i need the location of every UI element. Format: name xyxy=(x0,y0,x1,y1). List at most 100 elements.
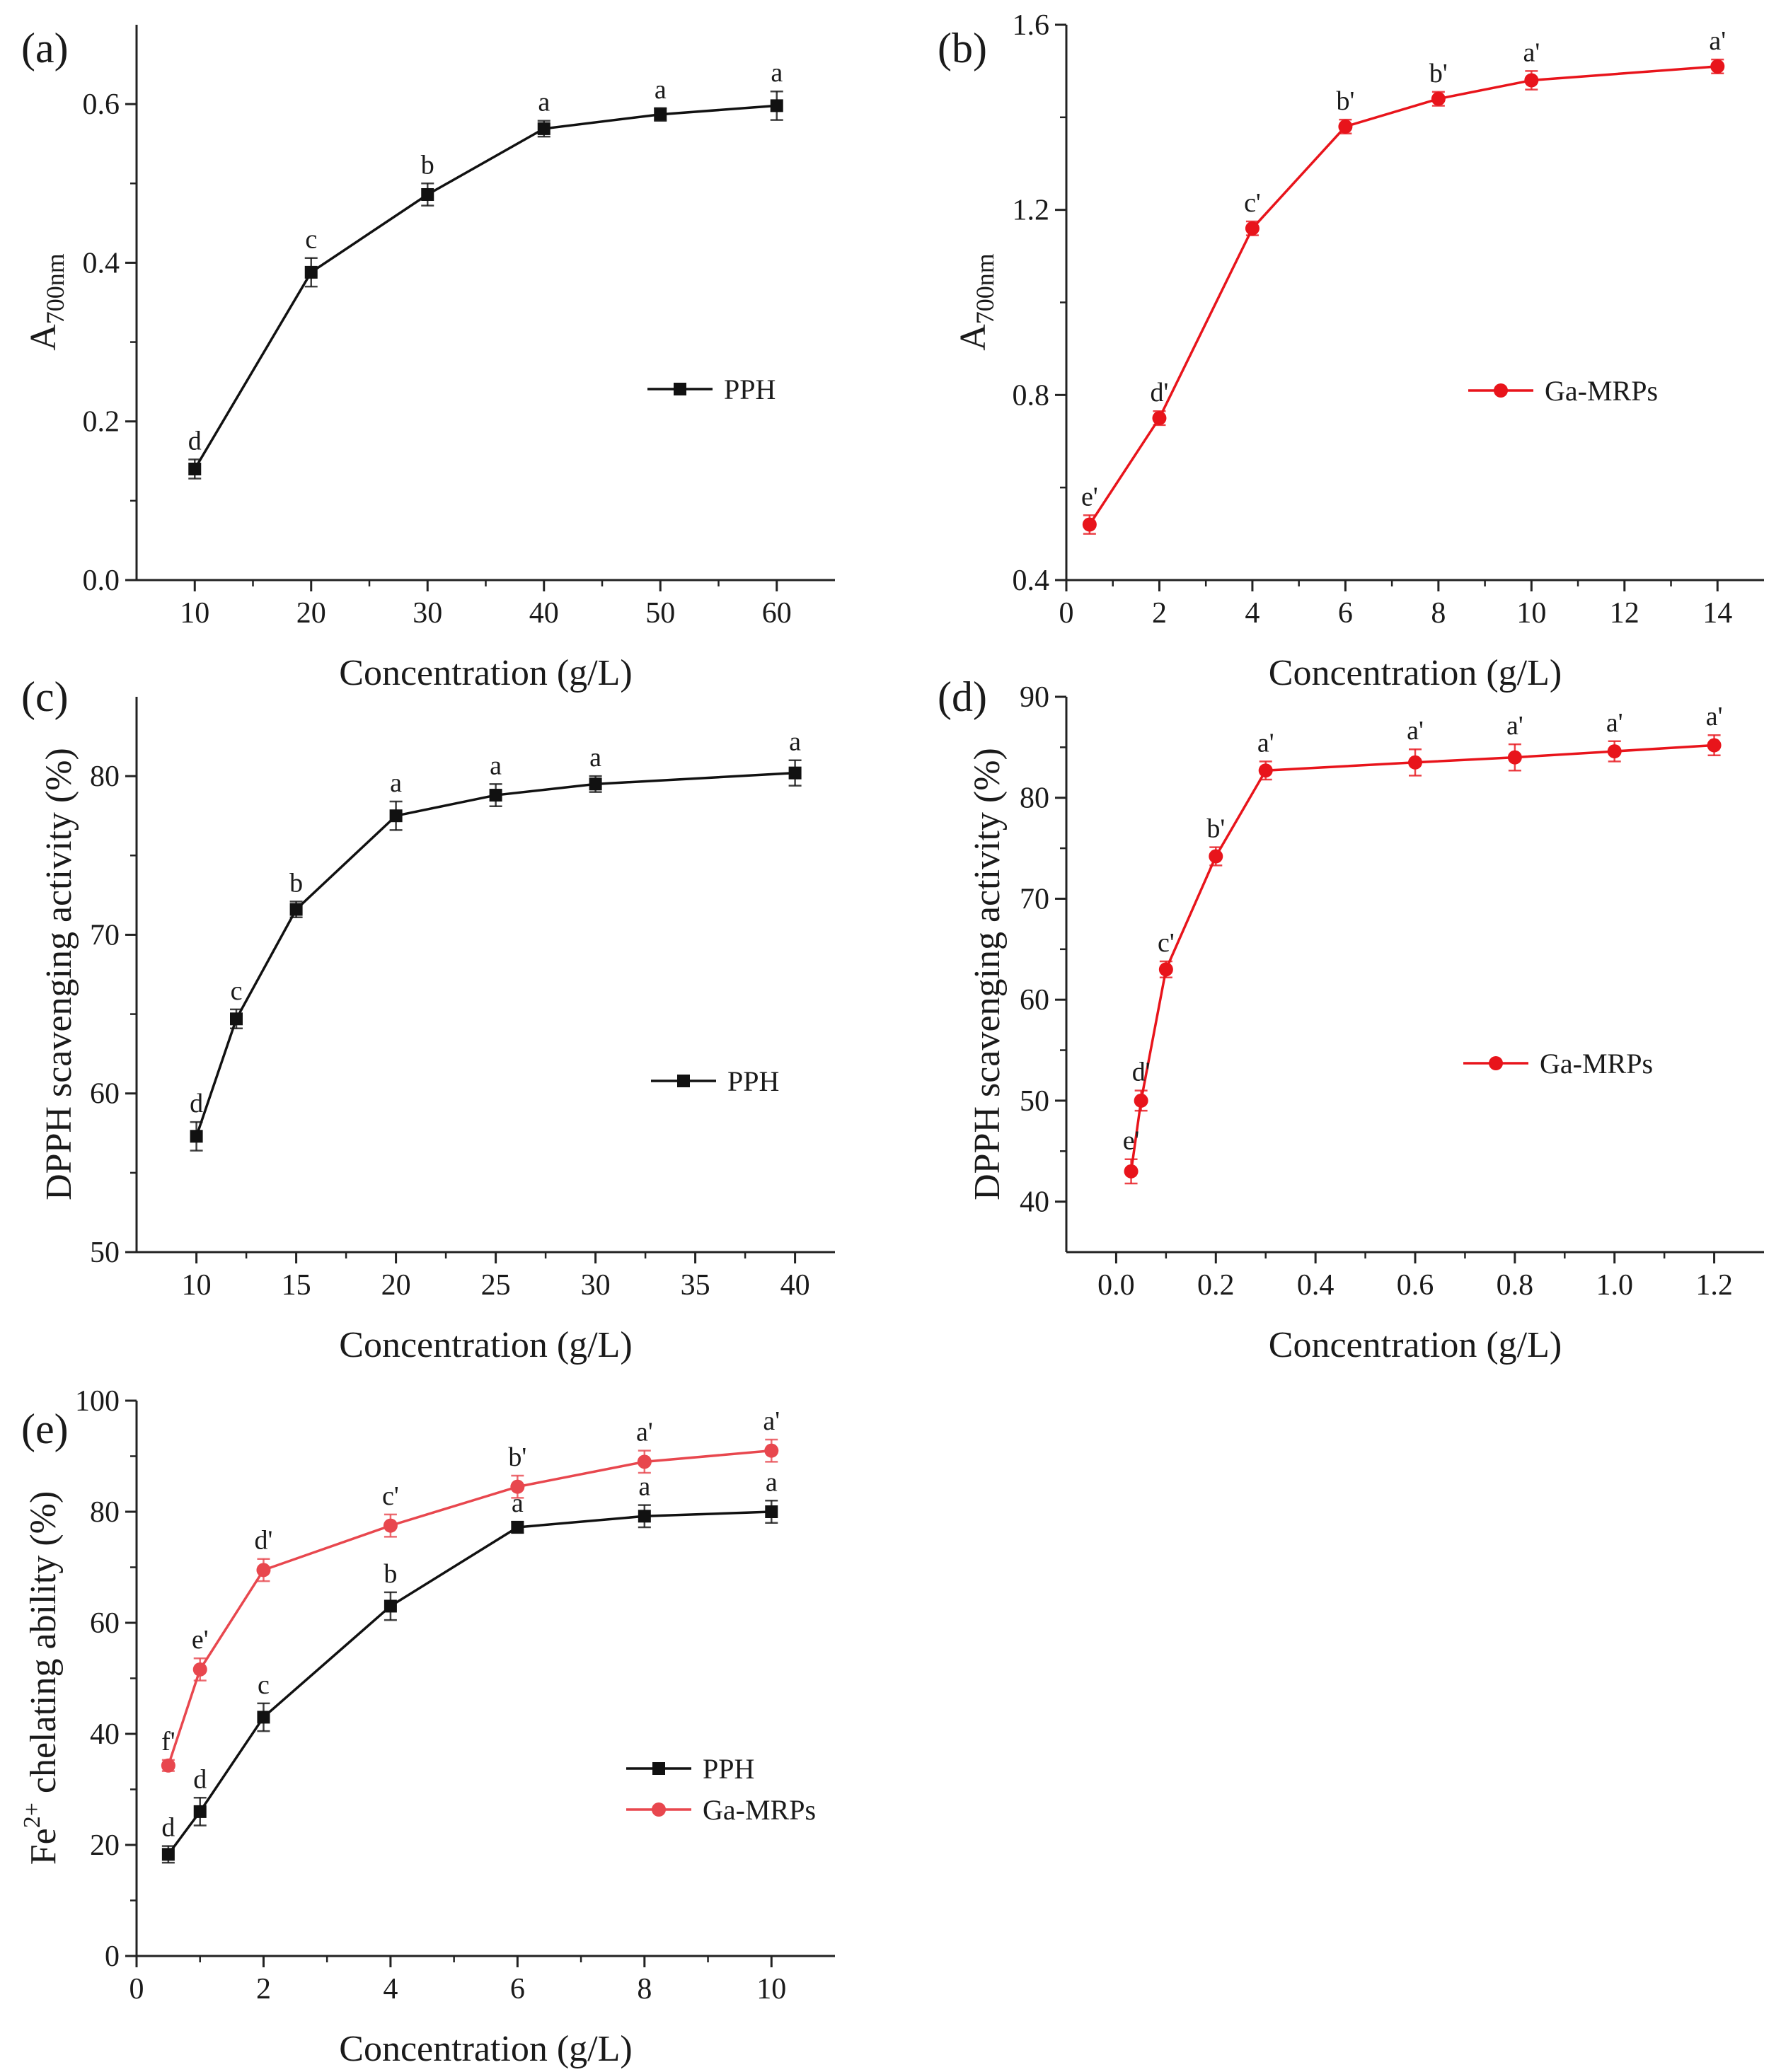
series-line xyxy=(1129,743,1714,1172)
x-tick-label: 10 xyxy=(180,597,209,630)
chart-panel-b: 0 2 4 6 8 10 12 14 0.4 0.8 1.2 1.6 (b) Concentration … xyxy=(938,9,1764,693)
data-point xyxy=(304,265,318,279)
significance-label: b' xyxy=(508,1442,526,1472)
significance-label: c xyxy=(231,976,243,1006)
data-point xyxy=(1209,849,1223,864)
x-tick-label: 10 xyxy=(756,1973,786,2006)
y-axis-title: A700nm xyxy=(23,253,69,351)
series-line xyxy=(193,104,777,470)
significance-label: c' xyxy=(382,1481,399,1511)
panel-label: (a) xyxy=(21,25,69,71)
data-point xyxy=(161,1848,175,1861)
data-point xyxy=(257,1711,270,1724)
x-tick-label: 8 xyxy=(637,1973,652,2006)
legend-label: PPH xyxy=(724,374,776,405)
data-point xyxy=(188,463,202,475)
significance-label: c xyxy=(258,1670,270,1700)
significance-label: a xyxy=(538,88,550,117)
data-point xyxy=(1431,91,1446,106)
x-tick-label: 2 xyxy=(256,1973,271,2006)
legend-marker xyxy=(652,1762,665,1775)
legend-marker xyxy=(674,383,686,395)
significance-label: a' xyxy=(1407,716,1424,746)
x-tick-label: 1.0 xyxy=(1596,1269,1633,1302)
x-tick-label: 8 xyxy=(1431,597,1446,630)
significance-label: a xyxy=(789,727,801,757)
y-tick-label: 0.8 xyxy=(1013,379,1050,412)
x-axis-title: Concentration (g/L) xyxy=(339,653,632,693)
significance-label: b' xyxy=(1336,86,1354,116)
significance-label: a xyxy=(638,1472,650,1502)
data-point xyxy=(1134,1093,1148,1108)
significance-label: a' xyxy=(1506,711,1523,741)
y-tick-label: 40 xyxy=(1020,1186,1049,1219)
y-tick-label: 40 xyxy=(90,1718,120,1751)
significance-label: a' xyxy=(763,1406,780,1436)
significance-label: b' xyxy=(1429,59,1448,88)
significance-label: c' xyxy=(1158,928,1175,958)
data-point xyxy=(389,809,403,823)
series-pph: dd c b a a a PPH xyxy=(161,1467,778,1864)
x-tick-label: 6 xyxy=(510,1973,525,2006)
significance-label: b xyxy=(421,150,434,180)
y-tick-label: 1.6 xyxy=(1013,9,1050,42)
data-point xyxy=(765,1505,778,1518)
x-tick-label: 15 xyxy=(282,1269,311,1302)
y-tick-label: 0.4 xyxy=(83,247,120,279)
y-tick-label: 80 xyxy=(1020,782,1049,815)
series-ga-mrps: e' d' c' b' b' a' a' Ga-MRPs xyxy=(1081,26,1726,535)
x-tick-label: 40 xyxy=(529,597,559,630)
x-tick-label: 10 xyxy=(182,1269,212,1302)
data-point xyxy=(638,1510,651,1523)
x-tick-label: 0.2 xyxy=(1197,1269,1235,1302)
series-line xyxy=(1088,65,1718,526)
data-point xyxy=(383,1518,398,1533)
y-axis-title: DPPH scavenging activity (%) xyxy=(967,748,1008,1200)
legend-label: PPH xyxy=(727,1065,779,1097)
data-point xyxy=(637,1454,652,1469)
legend-marker xyxy=(652,1802,666,1817)
data-point xyxy=(256,1563,271,1578)
significance-label: e' xyxy=(1123,1126,1140,1156)
x-tick-label: 12 xyxy=(1610,597,1639,630)
significance-label: c' xyxy=(1244,188,1261,218)
x-tick-label: 2 xyxy=(1152,597,1167,630)
legend-label: PPH xyxy=(703,1753,754,1785)
y-tick-label: 50 xyxy=(1020,1085,1049,1118)
x-tick-label: 40 xyxy=(780,1269,810,1302)
data-point xyxy=(1258,763,1273,778)
significance-label: b' xyxy=(1206,814,1225,844)
significance-label: d xyxy=(161,1813,175,1843)
x-tick-label: 60 xyxy=(762,597,792,630)
y-tick-label: 60 xyxy=(1020,984,1049,1017)
y-axis-title: A700nm xyxy=(953,253,999,351)
data-point xyxy=(770,99,783,112)
y-tick-label: 100 xyxy=(75,1385,120,1418)
data-point xyxy=(788,766,802,780)
significance-label: e' xyxy=(192,1625,209,1655)
data-point xyxy=(489,789,502,802)
chart-panel-d: 0.0 0.2 0.4 0.6 0.8 1.0 1.2 40 50 60 70 80 90 (d) Conc… xyxy=(938,673,1764,1365)
significance-label: a xyxy=(490,751,502,780)
x-tick-label: 25 xyxy=(481,1269,511,1302)
x-axis-title: Concentration (g/L) xyxy=(1269,653,1562,693)
significance-label: f' xyxy=(161,1727,175,1756)
legend-label: Ga-MRPs xyxy=(703,1794,816,1826)
x-axis-title: Concentration (g/L) xyxy=(1269,1325,1562,1365)
y-tick-label: 80 xyxy=(90,1496,120,1529)
panel-label: (e) xyxy=(21,1406,69,1452)
significance-label: e' xyxy=(1081,482,1098,511)
significance-label: d' xyxy=(1151,378,1169,407)
data-point xyxy=(384,1599,397,1613)
data-point xyxy=(1338,119,1353,134)
significance-label: a xyxy=(771,58,783,88)
x-tick-label: 50 xyxy=(645,597,675,630)
data-point xyxy=(511,1520,524,1534)
data-point xyxy=(537,122,551,135)
panel-label: (b) xyxy=(938,25,987,71)
x-axis-title: Concentration (g/L) xyxy=(339,1325,632,1365)
series-ga-mrps: e' d' c' b' a' a' a' a' a' Ga-MRPs xyxy=(1123,702,1722,1185)
data-point xyxy=(192,1662,207,1677)
x-tick-label: 30 xyxy=(413,597,442,630)
